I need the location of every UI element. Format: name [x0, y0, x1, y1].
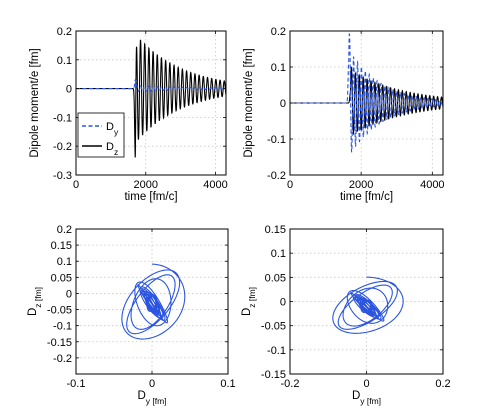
- y-tick-label: -0.1: [53, 321, 72, 333]
- x-tick-label: 0: [73, 179, 79, 191]
- x-tick-label: 4000: [203, 179, 227, 191]
- series-d-z: [290, 66, 443, 136]
- y-tick-label: 0.1: [57, 256, 72, 268]
- y-tick-label: 0.15: [265, 224, 286, 236]
- y-tick-label: 0.2: [57, 26, 72, 38]
- plot-area: [76, 39, 226, 158]
- y-tick-label: -0.15: [47, 337, 72, 349]
- y-tick-label: 0.2: [57, 224, 72, 236]
- panel-1: 0 2000 4000 -0.3 -0.2 -0.1 0 0.1 0.2 time [fm/c] D…: [29, 26, 228, 203]
- trajectory-line: [121, 263, 186, 340]
- panel-3: -0.1 0 0.1 -0.2 -0.15 -0.1 -0.05 0 0.05 0.1 0.15 0.…: [27, 224, 236, 406]
- y-axis-label: Dipole moment/e [fm]: [243, 48, 255, 157]
- y-axis-label: Dz [fm]: [241, 287, 257, 316]
- y-tick-label: 0.05: [51, 272, 72, 284]
- plot-area: [332, 276, 404, 334]
- axes-frame: [75, 30, 227, 176]
- y-axis-label: Dipole moment/e [fm]: [29, 48, 41, 157]
- panel-4: -0.2 0 0.2 -0.15 -0.1 -0.05 0 0.05 0.1 0.15 Dy [fm…: [241, 224, 451, 406]
- y-tick-label: -0.1: [53, 112, 72, 124]
- y-tick-label: -0.05: [261, 321, 286, 333]
- y-tick-label: 0: [66, 288, 72, 300]
- x-tick-label: 2000: [134, 179, 158, 191]
- y-axis-label: Dz [fm]: [27, 287, 43, 316]
- y-tick-label: 0.05: [265, 272, 286, 284]
- y-tick-label: -0.3: [53, 170, 72, 182]
- y-tick-label: 0: [280, 297, 286, 309]
- x-tick-label: 0: [287, 179, 293, 191]
- y-tick-label: 0: [66, 84, 72, 96]
- series-d-y: [76, 78, 226, 92]
- y-tick-label: 0.2: [271, 26, 286, 38]
- x-axis-label: Dy [fm]: [137, 390, 166, 406]
- y-tick-label: -0.2: [267, 170, 286, 182]
- panel-2: 0 2000 4000 -0.2 -0.1 0 0.1 0.2 time [fm/c] Dipol…: [243, 26, 445, 203]
- x-tick-label: -0.2: [281, 378, 300, 390]
- x-tick-label: 0.1: [220, 378, 235, 390]
- y-tick-label: 0.1: [271, 248, 286, 260]
- x-axis-label: Dy [fm]: [352, 390, 381, 406]
- legend-entry: Dz: [106, 141, 118, 157]
- trajectory-line: [332, 276, 404, 334]
- y-tick-label: 0: [280, 98, 286, 110]
- y-tick-label: -0.05: [47, 305, 72, 317]
- plot-area: [290, 32, 443, 153]
- y-tick-label: -0.2: [53, 141, 72, 153]
- x-tick-label: 2000: [349, 179, 373, 191]
- series-d-y: [290, 32, 443, 153]
- y-tick-label: -0.15: [261, 369, 286, 381]
- x-tick-label: 0.2: [435, 378, 450, 390]
- plot-area: [121, 263, 186, 340]
- y-tick-label: -0.1: [267, 134, 286, 146]
- x-axis-label: time [fm/c]: [124, 191, 177, 203]
- x-tick-label: -0.1: [67, 378, 86, 390]
- series-d-z: [76, 39, 226, 158]
- x-tick-label: 0: [363, 378, 369, 390]
- legend-entry: Dy: [106, 121, 119, 137]
- y-tick-label: 0.15: [51, 240, 72, 252]
- legend-box: [77, 112, 125, 158]
- x-tick-label: 0: [149, 378, 155, 390]
- x-tick-label: 4000: [420, 179, 444, 191]
- y-tick-label: 0.1: [271, 62, 286, 74]
- legend: Dy Dz: [77, 112, 125, 158]
- y-tick-label: -0.1: [267, 345, 286, 357]
- y-tick-label: -0.2: [53, 353, 72, 365]
- y-tick-label: 0.1: [57, 55, 72, 67]
- x-axis-label: time [fm/c]: [340, 191, 393, 203]
